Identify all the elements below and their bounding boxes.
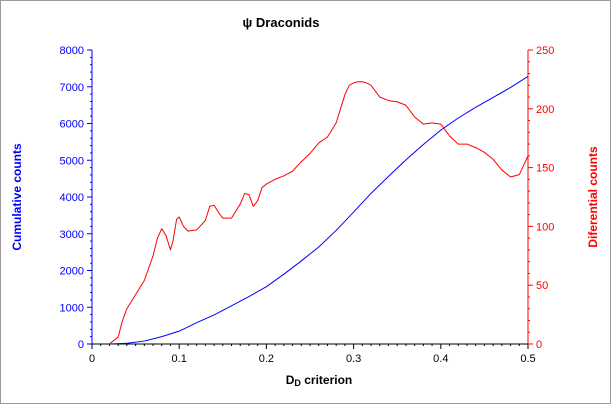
y-left-axis-label: Cumulative counts <box>10 143 24 251</box>
x-tick-label: 0.3 <box>346 353 361 365</box>
y-left-tick-label: 6000 <box>60 119 84 131</box>
y-right-tick-label: 250 <box>536 45 554 57</box>
y-right-tick-label: 0 <box>536 339 542 351</box>
y-right-tick-label: 50 <box>536 280 548 292</box>
chart-title: ψ Draconids <box>243 15 320 30</box>
differential-counts-line <box>109 81 529 345</box>
y-left-tick-label: 4000 <box>60 192 84 204</box>
cumulative-counts-line <box>109 76 529 345</box>
y-left-tick-label: 8000 <box>60 45 84 57</box>
x-axis-label: DD criterion <box>286 373 353 388</box>
y-right-tick-label: 150 <box>536 163 554 175</box>
y-left-tick-label: 3000 <box>60 229 84 241</box>
y-right-axis-label: Diferential counts <box>586 146 600 248</box>
x-tick-label: 0.4 <box>433 353 448 365</box>
x-tick-label: 0.1 <box>172 353 187 365</box>
y-left-tick-label: 1000 <box>60 302 84 314</box>
y-right-tick-label: 100 <box>536 221 554 233</box>
x-tick-label: 0.2 <box>259 353 274 365</box>
y-left-tick-label: 5000 <box>60 155 84 167</box>
y-right-tick-label: 200 <box>536 104 554 116</box>
y-left-tick-label: 2000 <box>60 266 84 278</box>
y-left-tick-label: 7000 <box>60 82 84 94</box>
x-tick-label: 0 <box>89 353 95 365</box>
x-tick-label: 0.5 <box>520 353 535 365</box>
y-left-tick-label: 0 <box>78 339 84 351</box>
